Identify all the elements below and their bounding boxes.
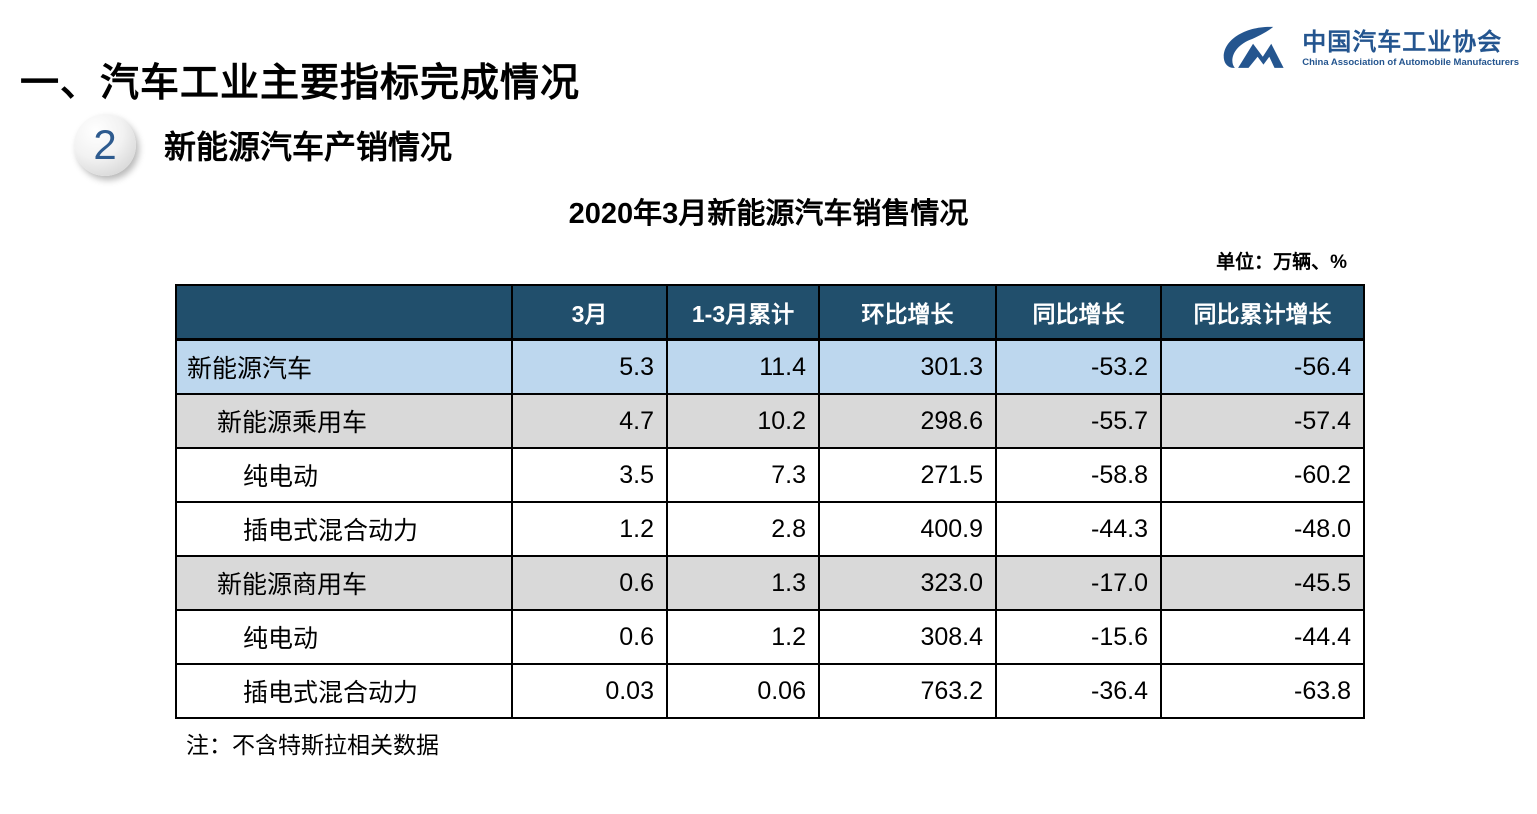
table-row: 纯电动 0.6 1.2 308.4 -15.6 -44.4 (175, 609, 1365, 665)
section-title: 新能源汽车产销情况 (164, 129, 453, 165)
cell-value: 1.2 (511, 501, 668, 557)
cell-value: 763.2 (818, 663, 997, 719)
caam-logo-icon (1223, 26, 1284, 68)
cell-value: -36.4 (995, 663, 1162, 719)
cell-value: -58.8 (995, 447, 1162, 503)
caam-logo: 中国汽车工业协会 China Association of Automobile… (1216, 20, 1519, 78)
cell-value: 271.5 (818, 447, 997, 503)
cell-value: -56.4 (1160, 338, 1365, 395)
row-label: 新能源商用车 (175, 555, 513, 611)
cell-value: -17.0 (995, 555, 1162, 611)
table-row: 插电式混合动力 1.2 2.8 400.9 -44.3 -48.0 (175, 501, 1365, 557)
row-label: 纯电动 (175, 609, 513, 665)
table-row: 新能源商用车 0.6 1.3 323.0 -17.0 -45.5 (175, 555, 1365, 611)
cell-value: 323.0 (818, 555, 997, 611)
table-body: 新能源汽车 5.3 11.4 301.3 -53.2 -56.4 新能源乘用车 4.7 10.2… (175, 338, 1365, 719)
row-label: 插电式混合动力 (175, 663, 513, 719)
cell-value: 2.8 (666, 501, 820, 557)
row-label: 新能源汽车 (175, 338, 513, 395)
page-title: 一、汽车工业主要指标完成情况 (20, 62, 581, 106)
cell-value: 1.3 (666, 555, 820, 611)
cell-value: -57.4 (1160, 393, 1365, 449)
cell-value: 298.6 (818, 393, 997, 449)
unit-label: 单位：万辆、% (1216, 252, 1347, 273)
cell-value: -48.0 (1160, 501, 1365, 557)
column-header-4: 同比增长 (995, 284, 1162, 341)
table-header-row: 3月 1-3月累计 环比增长 同比增长 同比累计增长 (175, 284, 1365, 341)
row-label: 插电式混合动力 (175, 501, 513, 557)
cell-value: 308.4 (818, 609, 997, 665)
cell-value: 0.06 (666, 663, 820, 719)
logo-name-en: China Association of Automobile Manufact… (1302, 57, 1519, 69)
section-number-badge: 2 (74, 114, 136, 176)
caam-logo-text: 中国汽车工业协会 China Association of Automobile… (1302, 30, 1519, 68)
cell-value: 1.2 (666, 609, 820, 665)
logo-name-zh: 中国汽车工业协会 (1302, 28, 1503, 56)
table-row: 纯电动 3.5 7.3 271.5 -58.8 -60.2 (175, 447, 1365, 503)
section-heading: 2 新能源汽车产销情况 (74, 114, 452, 176)
cell-value: 301.3 (818, 338, 997, 395)
cell-value: -45.5 (1160, 555, 1365, 611)
footnote: 注：不含特斯拉相关数据 (186, 732, 439, 758)
cell-value: -60.2 (1160, 447, 1365, 503)
column-header-0 (175, 284, 513, 341)
cell-value: -15.6 (995, 609, 1162, 665)
cell-value: 0.6 (511, 609, 668, 665)
table-row: 插电式混合动力 0.03 0.06 763.2 -36.4 -63.8 (175, 663, 1365, 719)
column-header-5: 同比累计增长 (1160, 284, 1365, 341)
cell-value: -44.4 (1160, 609, 1365, 665)
cell-value: -63.8 (1160, 663, 1365, 719)
column-header-1: 3月 (511, 284, 668, 341)
cell-value: 11.4 (666, 338, 820, 395)
sales-table: 3月 1-3月累计 环比增长 同比增长 同比累计增长 新能源汽车 5.3 11.4 301.3… (175, 284, 1365, 719)
row-label: 纯电动 (175, 447, 513, 503)
row-label: 新能源乘用车 (175, 393, 513, 449)
cell-value: 0.03 (511, 663, 668, 719)
cell-value: 4.7 (511, 393, 668, 449)
table-title: 2020年3月新能源汽车销售情况 (568, 198, 969, 230)
table-row: 新能源汽车 5.3 11.4 301.3 -53.2 -56.4 (175, 338, 1365, 395)
cell-value: -55.7 (995, 393, 1162, 449)
column-header-2: 1-3月累计 (666, 284, 820, 341)
cell-value: 0.6 (511, 555, 668, 611)
cell-value: -53.2 (995, 338, 1162, 395)
cell-value: 5.3 (511, 338, 668, 395)
cell-value: 7.3 (666, 447, 820, 503)
cell-value: 400.9 (818, 501, 997, 557)
cell-value: 3.5 (511, 447, 668, 503)
column-header-3: 环比增长 (818, 284, 997, 341)
cell-value: 10.2 (666, 393, 820, 449)
cell-value: -44.3 (995, 501, 1162, 557)
table-row: 新能源乘用车 4.7 10.2 298.6 -55.7 -57.4 (175, 393, 1365, 449)
